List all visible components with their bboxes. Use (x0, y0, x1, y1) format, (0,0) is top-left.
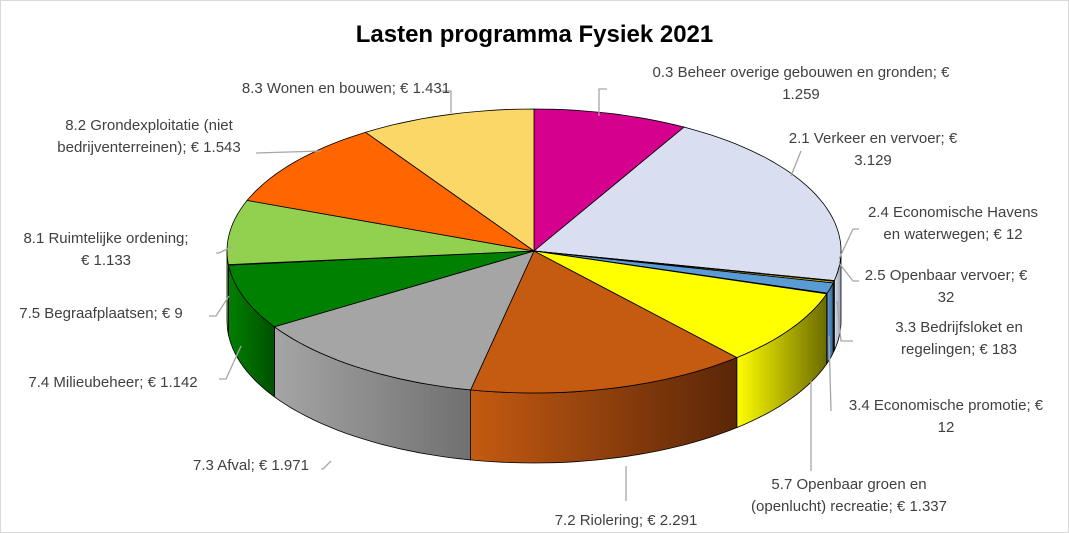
data-label: 7.5 Begraafplaatsen; € 9 (19, 303, 182, 325)
leader-line (828, 335, 832, 412)
data-label: 2.1 Verkeer en vervoer; € 3.129 (789, 128, 957, 172)
data-label-line: 7.4 Milieubeheer; € 1.142 (28, 374, 198, 391)
pie-slice (246, 131, 535, 252)
data-label: 8.2 Grondexploitatie (niet bedrijventerre… (57, 115, 240, 159)
data-label-line: 8.3 Wonen en bouwen; € 1.431 (241, 80, 451, 97)
data-label-line: 7.3 Afval; € 1.971 (193, 457, 309, 474)
data-label: 5.7 Openbaar groen en (openlucht) recreat… (751, 474, 947, 518)
data-label: 7.3 Afval; € 1.971 (193, 455, 309, 477)
data-label-line: 2.4 Economische Havens (867, 204, 1039, 221)
data-label-line: € 1.133 (80, 252, 132, 269)
pie-slice (227, 250, 535, 328)
leader-line (836, 300, 853, 342)
data-label-line: 3.3 Bedrijfsloket en (895, 319, 1023, 336)
data-label-line: 0.3 Beheer overige gebouwen en gronden; … (652, 64, 950, 81)
data-label: 2.5 Openbaar vervoer; € 32 (865, 265, 1028, 309)
data-label-line: (openlucht) recreatie; € 1.337 (751, 498, 947, 515)
leader-line (838, 228, 859, 260)
data-label-line: 3.129 (854, 152, 892, 169)
data-label-line: 1.259 (782, 86, 820, 103)
data-label-line: 7.2 Riolering; € 2.291 (554, 512, 698, 529)
data-label-line: 7.5 Begraafplaatsen; € 9 (19, 305, 183, 322)
data-label: 3.3 Bedrijfsloket en regelingen; € 183 (895, 317, 1023, 361)
leader-line (255, 150, 322, 154)
data-label-line: 3.4 Economische promotie; € (848, 397, 1044, 414)
chart-title: Lasten programma Fysiek 2021 (355, 21, 714, 48)
slice-side-4 (826, 282, 834, 365)
data-label-line: regelingen; € 183 (901, 341, 1017, 358)
pie-slice (364, 108, 535, 252)
leader-line (209, 295, 230, 317)
data-label-line: 2.5 Openbaar vervoer; € (864, 267, 1028, 284)
data-label: 3.4 Economische promotie; € 12 (849, 395, 1043, 439)
data-label-line: 8.2 Grondexploitatie (niet (65, 117, 233, 134)
data-label: 7.4 Milieubeheer; € 1.142 (28, 372, 197, 394)
leader-line (219, 345, 242, 380)
data-label-line: 8.1 Ruimtelijke ordening; (23, 230, 189, 247)
leader-line (838, 262, 859, 282)
data-label-line: 5.7 Openbaar groen en (771, 476, 927, 493)
pie-slice (226, 199, 535, 266)
data-label: 0.3 Beheer overige gebouwen en gronden; … (653, 62, 950, 106)
pie-slice (533, 108, 685, 252)
leader-line (441, 90, 452, 113)
leader-line (321, 460, 332, 470)
leader-line (790, 150, 802, 177)
leader-line (216, 245, 234, 254)
data-label: 7.2 Riolering; € 2.291 (555, 510, 698, 532)
data-label-line: 12 (937, 419, 955, 436)
data-label: 2.4 Economische Havens en waterwegen; € 1… (868, 202, 1038, 246)
data-label-line: en waterwegen; € 12 (883, 226, 1023, 243)
pie-slice (533, 250, 828, 359)
leader-line (598, 88, 607, 116)
data-label-line: bedrijventerreinen); € 1.543 (57, 139, 241, 156)
data-label: 8.1 Ruimtelijke ordening; € 1.133 (23, 228, 188, 272)
pie-slice (470, 250, 738, 394)
data-label-line: 32 (937, 289, 955, 306)
data-label: 8.3 Wonen en bouwen; € 1.431 (242, 78, 450, 100)
pie-slice (273, 250, 535, 391)
data-label-line: 2.1 Verkeer en vervoer; € (788, 130, 958, 147)
